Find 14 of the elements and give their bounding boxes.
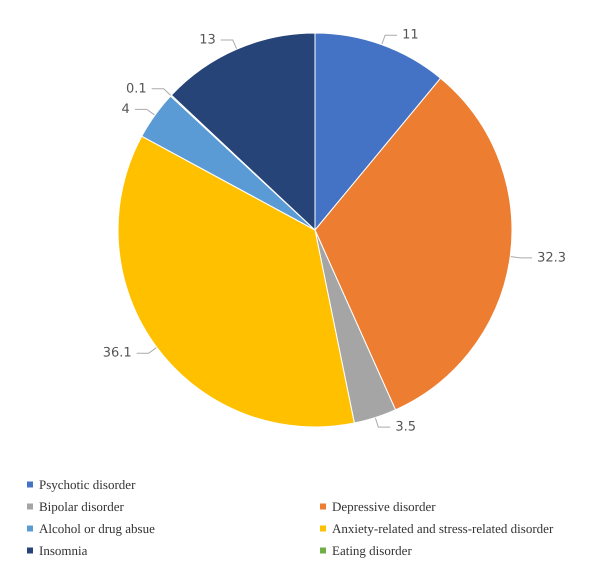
data-label: 36.1 xyxy=(102,346,132,361)
data-label: 0.1 xyxy=(126,81,147,96)
data-label: 13 xyxy=(199,32,216,48)
legend-label: Alcohol or drug absue xyxy=(39,521,156,536)
data-label: 32.3 xyxy=(537,250,566,266)
legend-label: Anxiety-related and stress-related disorder xyxy=(332,521,554,536)
legend-label: Insomnia xyxy=(39,543,88,558)
legend-label: Psychotic disorder xyxy=(39,477,136,492)
legend-label: Bipolar disorder xyxy=(39,499,125,514)
legend-label: Eating disorder xyxy=(332,543,412,558)
data-label: 3.5 xyxy=(395,420,416,435)
data-label: 11 xyxy=(402,28,419,43)
legend-label: Depressive disorder xyxy=(332,499,436,514)
data-label: 4 xyxy=(121,102,130,117)
